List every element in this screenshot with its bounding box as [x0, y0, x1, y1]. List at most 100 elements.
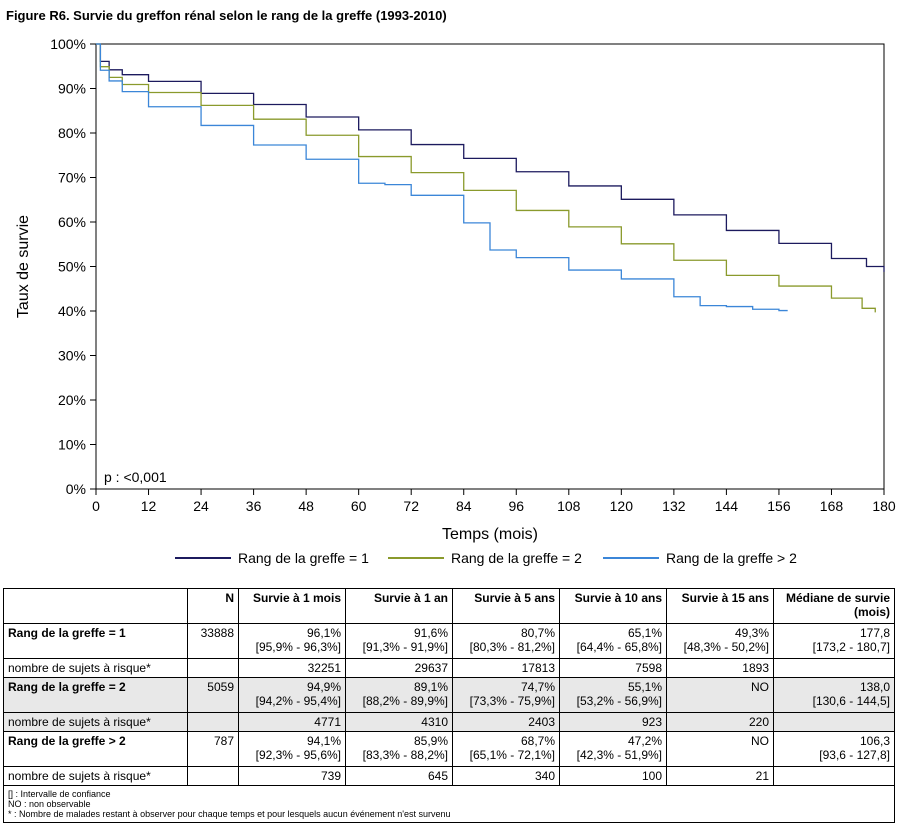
y-tick-label: 40%: [58, 303, 86, 319]
series-line-1: [96, 43, 885, 272]
cell-value: 68,7%: [520, 734, 555, 748]
cell-risk-value: 1893: [742, 661, 769, 675]
legend-label-2: Rang de la greffe = 2: [451, 550, 582, 566]
cell-risk: 4310: [345, 712, 453, 732]
cell-value: 94,9%: [306, 680, 341, 694]
row-label: Rang de la greffe > 2: [3, 731, 188, 767]
cell-n: 5059: [187, 677, 239, 713]
table-header-5-ans: Survie à 5 ans: [452, 588, 560, 624]
cell-value: NO: [751, 680, 769, 694]
cell-confidence-interval: [88,2% - 89,9%]: [362, 694, 448, 708]
cell-confidence-interval: [94,2% - 95,4%]: [255, 694, 341, 708]
y-axis-label: Taux de survie: [15, 215, 32, 318]
x-axis-label: Temps (mois): [442, 526, 538, 543]
risk-label: nombre de sujets à risque*: [3, 658, 188, 678]
cell-survival: 55,1% [53,2% - 56,9%]: [559, 677, 667, 713]
cell-survival: 91,6% [91,3% - 91,9%]: [345, 623, 453, 659]
cell-risk-value: 340: [534, 769, 555, 783]
cell-confidence-interval: [91,3% - 91,9%]: [362, 640, 448, 654]
cell-risk: [773, 712, 895, 732]
table-header-1-an: Survie à 1 an: [345, 588, 453, 624]
cell-value: 65,1%: [627, 626, 662, 640]
cell-survival: 106,3 [93,6 - 127,8]: [773, 731, 895, 767]
cell-risk: 4771: [238, 712, 346, 732]
y-tick-label: 30%: [58, 348, 86, 364]
x-tick-label: 132: [662, 498, 686, 514]
cell-confidence-interval: [92,3% - 95,6%]: [255, 748, 341, 762]
cell-risk: [773, 658, 895, 678]
cell-survival: NO: [666, 677, 774, 713]
cell-risk-value: 923: [641, 715, 662, 729]
cell-risk-value: 32251: [307, 661, 341, 675]
cell-n-empty: [187, 766, 239, 786]
cell-survival: 80,7% [80,3% - 81,2%]: [452, 623, 560, 659]
risk-label: nombre de sujets à risque*: [3, 766, 188, 786]
cell-n: 33888: [187, 623, 239, 659]
cell-n-empty: [187, 658, 239, 678]
p-value-annotation: p : <0,001: [104, 469, 167, 485]
cell-risk: 2403: [452, 712, 560, 732]
table-row-risk: nombre de sujets à risque* 739 645 340 100 21: [3, 766, 895, 786]
risk-label: nombre de sujets à risque*: [3, 712, 188, 732]
cell-confidence-interval: [93,6 - 127,8]: [819, 748, 890, 762]
cell-confidence-interval: [173,2 - 180,7]: [812, 640, 890, 654]
cell-confidence-interval: [95,9% - 96,3%]: [255, 640, 341, 654]
risk-label-text: nombre de sujets à risque*: [8, 769, 151, 783]
cell-risk-value: 7598: [635, 661, 662, 675]
cell-risk: 100: [559, 766, 667, 786]
cell-survival: 94,1% [92,3% - 95,6%]: [238, 731, 346, 767]
table-header-10-ans: Survie à 10 ans: [559, 588, 667, 624]
y-tick-label: 90%: [58, 81, 86, 97]
series-line-2: [96, 43, 876, 313]
cell-risk: 17813: [452, 658, 560, 678]
y-tick-label: 10%: [58, 437, 86, 453]
survival-chart: 0% 10% 20% 30% 40% 50% 60% 70% 80% 90% 100% 0 12 24 36…: [15, 36, 896, 566]
cell-value: 91,6%: [413, 626, 448, 640]
cell-risk-value: 17813: [521, 661, 555, 675]
x-tick-label: 12: [141, 498, 157, 514]
y-tick-label: 0%: [66, 481, 86, 497]
cell-n-value: 5059: [207, 680, 234, 694]
cell-risk: 7598: [559, 658, 667, 678]
cell-risk: 923: [559, 712, 667, 732]
cell-survival: 85,9% [83,3% - 88,2%]: [345, 731, 453, 767]
table-header-15-ans: Survie à 15 ans: [666, 588, 774, 624]
cell-confidence-interval: [53,2% - 56,9%]: [576, 694, 662, 708]
cell-survival: 74,7% [73,3% - 75,9%]: [452, 677, 560, 713]
cell-risk-value: 220: [748, 715, 769, 729]
cell-n-value: 787: [213, 734, 234, 748]
cell-survival: 138,0 [130,6 - 144,5]: [773, 677, 895, 713]
cell-n: 787: [187, 731, 239, 767]
table-note: * : Nombre de malades restant à observer…: [8, 809, 451, 819]
cell-survival: 49,3% [48,3% - 50,2%]: [666, 623, 774, 659]
cell-confidence-interval: [80,3% - 81,2%]: [469, 640, 555, 654]
table-header-empty: [3, 588, 188, 624]
x-tick-label: 48: [298, 498, 314, 514]
cell-confidence-interval: [64,4% - 65,8%]: [576, 640, 662, 654]
cell-value: 80,7%: [520, 626, 555, 640]
cell-value: 96,1%: [306, 626, 341, 640]
cell-risk: 21: [666, 766, 774, 786]
cell-value: 55,1%: [627, 680, 662, 694]
table-row-risk: nombre de sujets à risque* 32251 29637 1781…: [3, 658, 895, 678]
cell-risk-value: 4771: [314, 715, 341, 729]
cell-risk: 220: [666, 712, 774, 732]
table-note: NO : non observable: [8, 799, 91, 809]
x-tick-label: 96: [508, 498, 524, 514]
table-notes: [] : Intervalle de confiance NO : non obs…: [3, 785, 895, 823]
cell-value: NO: [751, 734, 769, 748]
x-tick-label: 36: [246, 498, 262, 514]
cell-value: 106,3: [859, 734, 890, 748]
survival-table: N Survie à 1 mois Survie à 1 an Survie à…: [3, 588, 895, 823]
cell-risk: [773, 766, 895, 786]
cell-confidence-interval: [65,1% - 72,1%]: [469, 748, 555, 762]
table-header-mediane: Médiane de survie (mois): [773, 588, 895, 624]
cell-value: 47,2%: [627, 734, 662, 748]
x-tick-label: 180: [872, 498, 896, 514]
x-tick-label: 120: [610, 498, 634, 514]
x-tick-label: 72: [403, 498, 419, 514]
cell-value: 49,3%: [734, 626, 769, 640]
cell-survival: 65,1% [64,4% - 65,8%]: [559, 623, 667, 659]
table-notes-row: [] : Intervalle de confiance NO : non obs…: [3, 785, 895, 823]
cell-risk-value: 739: [320, 769, 341, 783]
